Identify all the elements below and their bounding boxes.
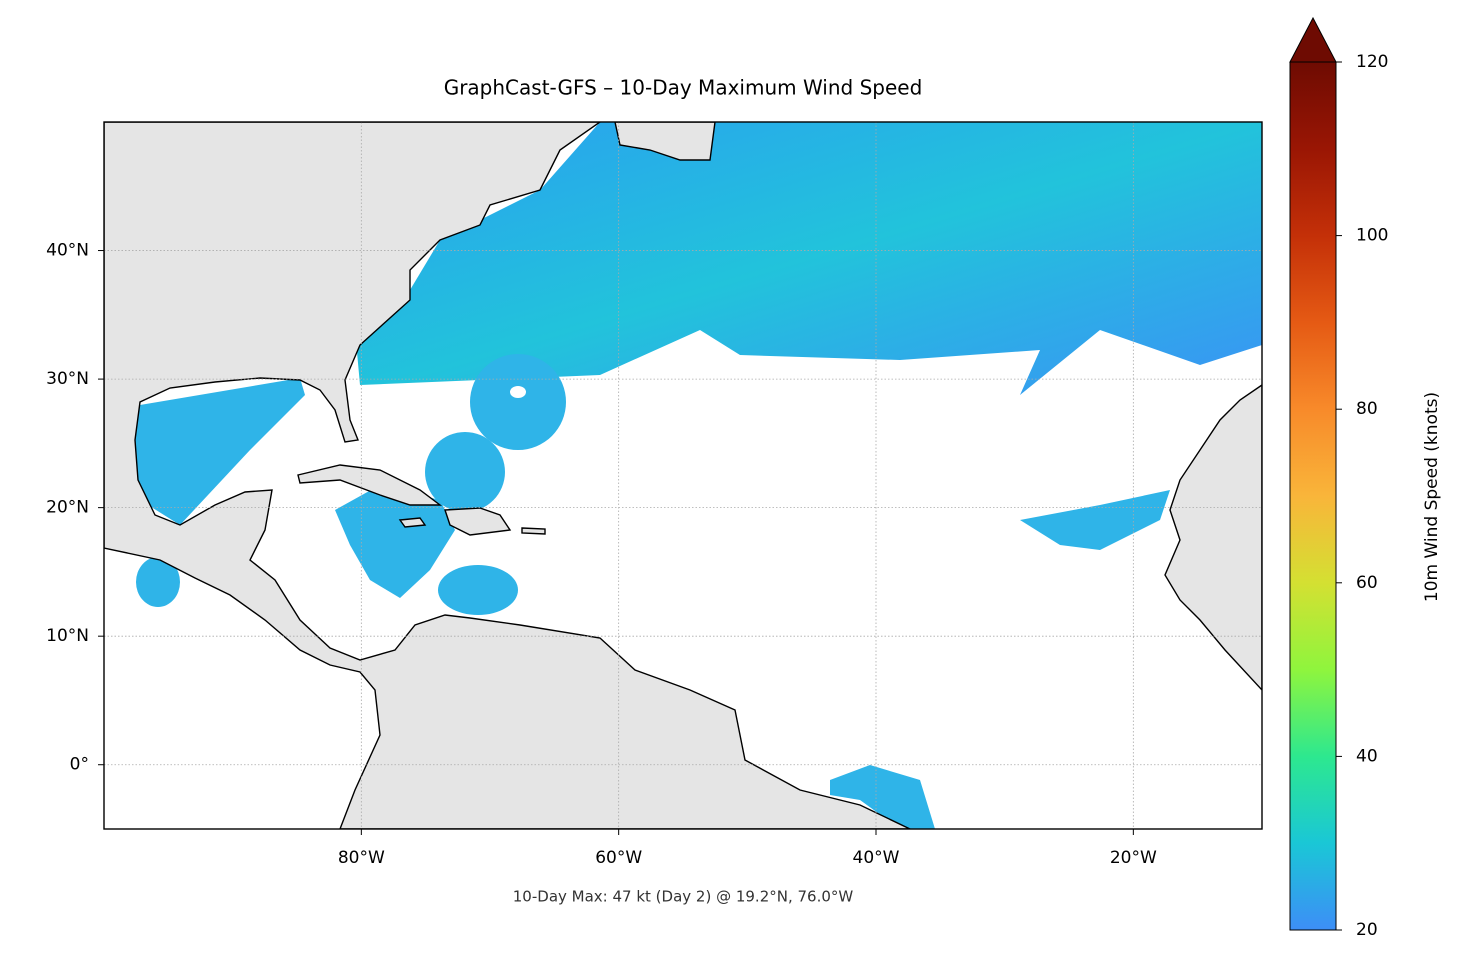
colorbar — [1289, 61, 1337, 931]
grid — [104, 122, 1262, 829]
colorbar-tick-label: 120 — [1356, 52, 1388, 72]
land — [1164, 384, 1262, 692]
y-tick-label: 20°N — [46, 498, 89, 518]
colorbar-tick-label: 20 — [1356, 920, 1378, 940]
colorbar-tick-label: 40 — [1356, 746, 1378, 766]
land — [444, 507, 512, 536]
y-tick-label: 0° — [70, 755, 89, 775]
x-tick-label: 80°W — [338, 848, 385, 868]
colorbar-tick-label: 100 — [1356, 226, 1388, 246]
wind-field — [335, 485, 455, 598]
colorbar-tick-label: 80 — [1356, 399, 1378, 419]
map — [104, 122, 1262, 829]
land — [297, 464, 443, 506]
colorbar-tick-label: 60 — [1356, 573, 1378, 593]
wind-field — [830, 765, 935, 829]
land — [614, 122, 716, 161]
wind-field — [1020, 490, 1170, 550]
x-tick-label: 60°W — [595, 848, 642, 868]
land — [104, 122, 911, 829]
y-tick-label: 40°N — [46, 241, 89, 261]
map-frame — [103, 121, 1263, 830]
annotation: 10-Day Max: 47 kt (Day 2) @ 19.2°N, 76.0… — [513, 888, 854, 906]
x-tick-label: 40°W — [853, 848, 900, 868]
storm-eye — [510, 386, 526, 398]
wind-field — [470, 354, 566, 450]
x-tick-label: 20°W — [1110, 848, 1157, 868]
wind-field — [132, 378, 305, 525]
colorbar-label: 10m Wind Speed (knots) — [1422, 392, 1442, 602]
chart-title: GraphCast-GFS – 10-Day Maximum Wind Spee… — [444, 76, 923, 100]
wind-field — [355, 122, 1262, 395]
land — [521, 527, 546, 535]
wind-field — [136, 557, 180, 607]
wind-field — [425, 432, 505, 512]
colorbar-extend — [1289, 16, 1337, 63]
wind-field — [438, 565, 518, 615]
land — [398, 517, 427, 528]
y-tick-label: 10°N — [46, 626, 89, 646]
y-tick-label: 30°N — [46, 369, 89, 389]
